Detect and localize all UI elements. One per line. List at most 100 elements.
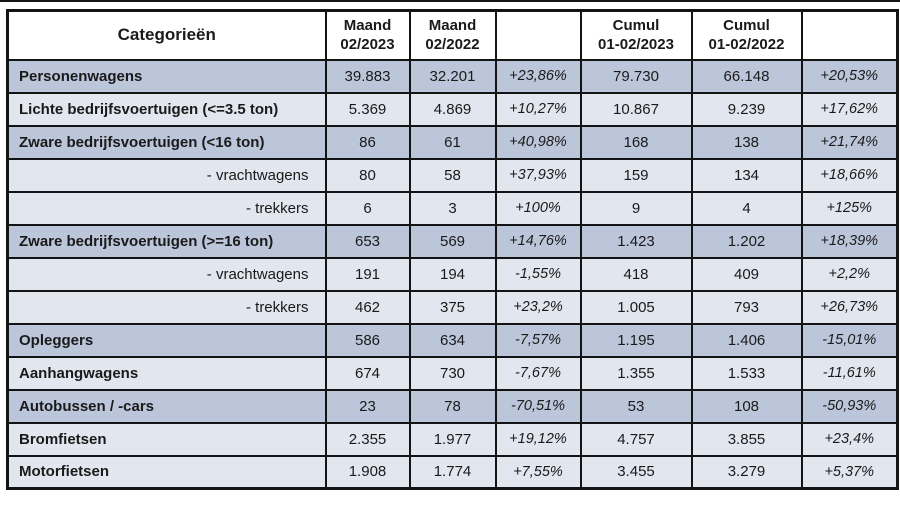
table-row: - trekkers 462 375 +23,2% 1.005 793 +26,… xyxy=(6,289,899,325)
header-label: Maand xyxy=(343,16,392,34)
cumul-delta-cell: -11,61% xyxy=(800,355,899,391)
cumul-2022-cell: 4 xyxy=(690,190,803,226)
month-delta-cell: -7,57% xyxy=(494,322,582,358)
cumul-2022-cell: 3.855 xyxy=(690,421,803,457)
month-2022-cell: 32.201 xyxy=(408,58,497,94)
cumul-delta-cell: +23,4% xyxy=(800,421,899,457)
category-cell: Opleggers xyxy=(6,322,327,358)
month-delta-cell: +23,86% xyxy=(494,58,582,94)
vehicle-stats-table: Categorieën Maand 02/2023 Maand 02/2022 … xyxy=(6,9,899,490)
month-2023-cell: 586 xyxy=(324,322,411,358)
cumul-2023-cell: 79.730 xyxy=(579,58,693,94)
cumul-delta-cell: +21,74% xyxy=(800,124,899,160)
cumul-2022-cell: 9.239 xyxy=(690,91,803,127)
cumul-delta-cell: +5,37% xyxy=(800,454,899,490)
category-cell: Bromfietsen xyxy=(6,421,327,457)
table-row: - vrachtwagens 191 194 -1,55% 418 409 +2… xyxy=(6,256,899,292)
month-2023-cell: 653 xyxy=(324,223,411,259)
month-delta-cell: +14,76% xyxy=(494,223,582,259)
header-label: 01-02/2023 xyxy=(598,36,674,54)
table-row: Opleggers 586 634 -7,57% 1.195 1.406 -15… xyxy=(6,322,899,358)
month-2022-cell: 4.869 xyxy=(408,91,497,127)
cumul-delta-cell: -50,93% xyxy=(800,388,899,424)
month-2022-cell: 78 xyxy=(408,388,497,424)
cumul-delta-cell: +18,66% xyxy=(800,157,899,193)
cumul-delta-cell: +17,62% xyxy=(800,91,899,127)
month-2022-cell: 1.774 xyxy=(408,454,497,490)
table-row: - trekkers 6 3 +100% 9 4 +125% xyxy=(6,190,899,226)
table-row: Motorfietsen 1.908 1.774 +7,55% 3.455 3.… xyxy=(6,454,899,490)
month-delta-cell: +7,55% xyxy=(494,454,582,490)
header-row: Categorieën Maand 02/2023 Maand 02/2022 … xyxy=(6,9,899,61)
header-label: 02/2022 xyxy=(425,36,480,54)
category-cell: Autobussen / -cars xyxy=(6,388,327,424)
month-2022-cell: 1.977 xyxy=(408,421,497,457)
month-2022-cell: 634 xyxy=(408,322,497,358)
table-row: - vrachtwagens 80 58 +37,93% 159 134 +18… xyxy=(6,157,899,193)
table-row: Lichte bedrijfsvoertuigen (<=3.5 ton) 5.… xyxy=(6,91,899,127)
month-2022-cell: 375 xyxy=(408,289,497,325)
month-2022-cell: 3 xyxy=(408,190,497,226)
column-header-month-delta xyxy=(494,9,582,61)
cumul-delta-cell: +18,39% xyxy=(800,223,899,259)
month-delta-cell: +100% xyxy=(494,190,582,226)
month-delta-cell: +40,98% xyxy=(494,124,582,160)
cumul-2022-cell: 3.279 xyxy=(690,454,803,490)
cumul-2023-cell: 418 xyxy=(579,256,693,292)
category-cell: Motorfietsen xyxy=(6,454,327,490)
month-delta-cell: -70,51% xyxy=(494,388,582,424)
month-2022-cell: 58 xyxy=(408,157,497,193)
table-row: Autobussen / -cars 23 78 -70,51% 53 108 … xyxy=(6,388,899,424)
header-label: Maand xyxy=(428,16,477,34)
top-rule-divider xyxy=(0,0,900,2)
month-2023-cell: 80 xyxy=(324,157,411,193)
column-header-month-2023: Maand 02/2023 xyxy=(324,9,411,61)
category-cell: - trekkers xyxy=(6,289,327,325)
category-cell: Zware bedrijfsvoertuigen (<16 ton) xyxy=(6,124,327,160)
header-label: Categorieën xyxy=(117,25,216,45)
table-row: Bromfietsen 2.355 1.977 +19,12% 4.757 3.… xyxy=(6,421,899,457)
category-cell: Lichte bedrijfsvoertuigen (<=3.5 ton) xyxy=(6,91,327,127)
month-2023-cell: 6 xyxy=(324,190,411,226)
month-2023-cell: 23 xyxy=(324,388,411,424)
cumul-2023-cell: 10.867 xyxy=(579,91,693,127)
column-header-categories: Categorieën xyxy=(6,9,327,61)
cumul-2022-cell: 134 xyxy=(690,157,803,193)
month-2023-cell: 39.883 xyxy=(324,58,411,94)
cumul-2023-cell: 1.355 xyxy=(579,355,693,391)
table-row: Aanhangwagens 674 730 -7,67% 1.355 1.533… xyxy=(6,355,899,391)
month-2022-cell: 61 xyxy=(408,124,497,160)
month-delta-cell: +10,27% xyxy=(494,91,582,127)
cumul-2022-cell: 793 xyxy=(690,289,803,325)
month-2023-cell: 191 xyxy=(324,256,411,292)
month-2023-cell: 86 xyxy=(324,124,411,160)
table-row: Zware bedrijfsvoertuigen (>=16 ton) 653 … xyxy=(6,223,899,259)
cumul-2023-cell: 168 xyxy=(579,124,693,160)
category-cell: - trekkers xyxy=(6,190,327,226)
cumul-delta-cell: +125% xyxy=(800,190,899,226)
cumul-delta-cell: -15,01% xyxy=(800,322,899,358)
cumul-2022-cell: 1.406 xyxy=(690,322,803,358)
cumul-delta-cell: +2,2% xyxy=(800,256,899,292)
table-row: Personenwagens 39.883 32.201 +23,86% 79.… xyxy=(6,58,899,94)
cumul-2022-cell: 1.202 xyxy=(690,223,803,259)
column-header-cumul-2023: Cumul 01-02/2023 xyxy=(579,9,693,61)
table-header: Categorieën Maand 02/2023 Maand 02/2022 … xyxy=(6,9,899,61)
month-2023-cell: 2.355 xyxy=(324,421,411,457)
cumul-2023-cell: 3.455 xyxy=(579,454,693,490)
cumul-2023-cell: 9 xyxy=(579,190,693,226)
category-cell: Personenwagens xyxy=(6,58,327,94)
header-label: Cumul xyxy=(612,16,660,34)
column-header-cumul-2022: Cumul 01-02/2022 xyxy=(690,9,803,61)
cumul-2022-cell: 138 xyxy=(690,124,803,160)
cumul-2023-cell: 1.195 xyxy=(579,322,693,358)
header-label: 02/2023 xyxy=(340,36,395,54)
month-delta-cell: +23,2% xyxy=(494,289,582,325)
header-label: Cumul xyxy=(723,16,770,34)
column-header-cumul-delta xyxy=(800,9,899,61)
month-2023-cell: 462 xyxy=(324,289,411,325)
cumul-2022-cell: 1.533 xyxy=(690,355,803,391)
category-cell: - vrachtwagens xyxy=(6,157,327,193)
month-delta-cell: -1,55% xyxy=(494,256,582,292)
category-cell: Aanhangwagens xyxy=(6,355,327,391)
